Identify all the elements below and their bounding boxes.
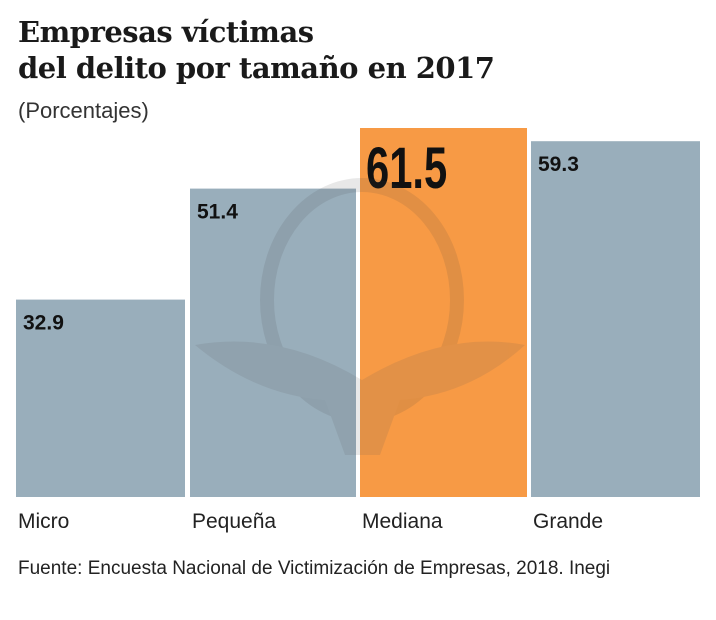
bar-mediana [360,128,527,497]
value-label: 61.5 [366,135,447,200]
category-label: Micro [18,510,69,533]
title-line-2: del delito por tamaño en 2017 [18,51,495,85]
chart-title: Empresas víctimas del delito por tamaño … [18,14,495,86]
watermark-emblem-icon [195,178,525,455]
category-label: Mediana [362,510,443,533]
value-label: 59.3 [538,153,579,176]
bar-grande [531,141,700,497]
source-note: Fuente: Encuesta Nacional de Victimizaci… [18,558,611,579]
category-label: Grande [533,510,603,533]
chart-subtitle: (Porcentajes) [18,98,149,123]
bar-pequeña [190,188,356,497]
bar-micro [16,299,185,497]
title-line-1: Empresas víctimas [18,15,314,49]
value-label: 51.4 [197,201,238,224]
value-label: 32.9 [23,312,64,335]
category-label: Pequeña [192,510,276,533]
